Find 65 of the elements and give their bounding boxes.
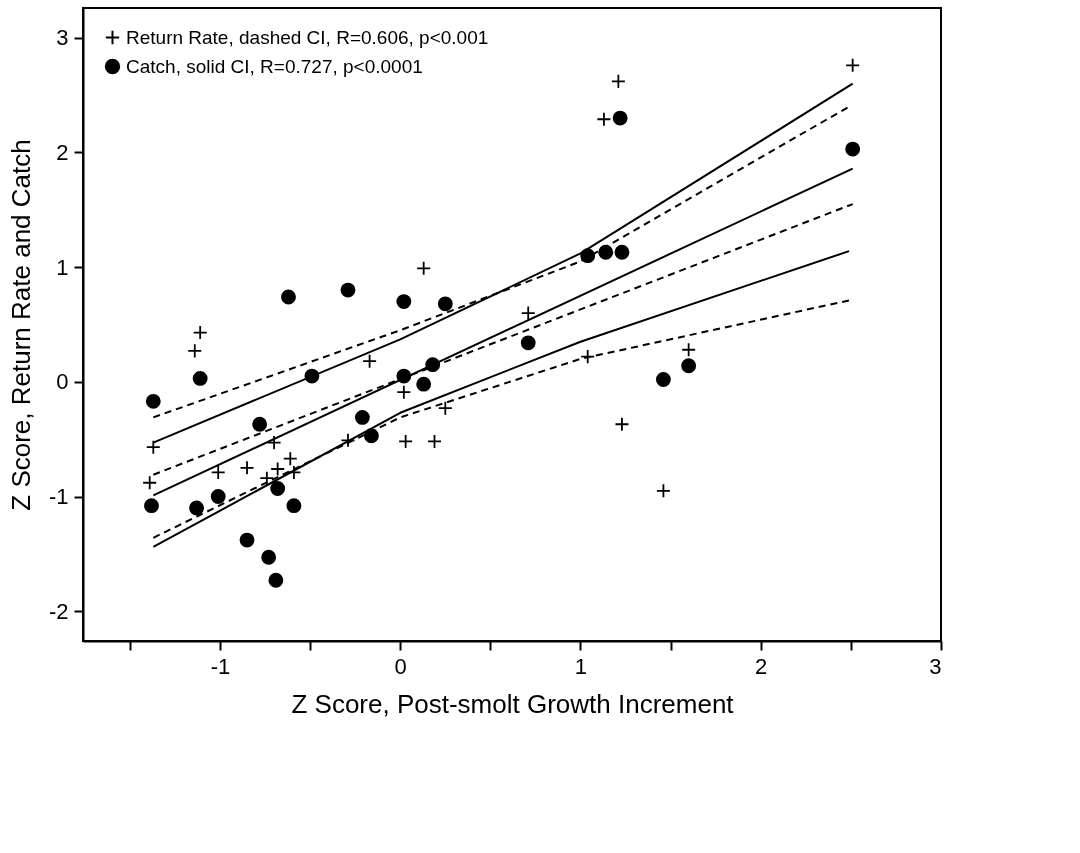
line-series — [152, 250, 851, 548]
point — [596, 111, 612, 127]
point — [612, 110, 628, 126]
y-axis-title: Z Score, Return Rate and Catch — [5, 139, 36, 511]
point — [396, 294, 412, 309]
point — [845, 141, 861, 157]
point — [437, 296, 453, 312]
point — [259, 470, 275, 486]
point — [655, 372, 671, 387]
point — [340, 282, 356, 298]
point — [598, 244, 614, 260]
point — [614, 416, 630, 432]
x-tick-label: 3 — [929, 653, 942, 679]
point — [427, 434, 442, 449]
point — [192, 325, 208, 340]
point — [270, 481, 286, 496]
point — [270, 461, 286, 477]
point — [520, 305, 536, 321]
point — [145, 393, 161, 409]
point — [189, 500, 204, 516]
point — [681, 342, 697, 358]
point — [286, 498, 302, 514]
point — [437, 400, 453, 416]
point — [845, 57, 861, 73]
point — [362, 353, 378, 369]
point — [340, 432, 356, 448]
point — [210, 465, 226, 480]
y-tick-label: 0 — [56, 369, 69, 395]
y-tick-label: 3 — [56, 25, 69, 51]
point — [520, 335, 536, 351]
point — [681, 358, 697, 374]
x-tick-label: 2 — [755, 653, 768, 679]
point — [192, 370, 208, 386]
point — [261, 549, 277, 565]
y-tick-label: -1 — [48, 484, 69, 510]
point — [252, 416, 268, 432]
x-tick-label: 0 — [394, 653, 407, 679]
x-tick-label: 1 — [574, 653, 588, 679]
point — [655, 483, 671, 499]
point — [416, 376, 432, 392]
point — [282, 451, 298, 467]
point — [580, 349, 596, 365]
point — [187, 343, 203, 359]
point — [610, 73, 626, 89]
point — [145, 439, 161, 455]
point — [354, 409, 370, 425]
legend-label: Catch, solid CI, R=0.727, p<0.0001 — [126, 55, 423, 77]
y-tick-label: 2 — [56, 139, 69, 165]
point — [281, 289, 296, 305]
point — [142, 475, 158, 491]
point — [210, 489, 226, 504]
point — [614, 244, 630, 260]
y-tick-label: -2 — [48, 598, 69, 624]
point — [266, 435, 282, 451]
x-axis-title: Z Score, Post-smolt Growth Increment — [291, 688, 735, 719]
point — [398, 434, 414, 449]
x-tick-label: -1 — [210, 653, 231, 679]
point — [416, 260, 432, 276]
legend-label: Return Rate, dashed CI, R=0.606, p<0.001 — [126, 26, 489, 48]
point — [396, 384, 412, 400]
point — [268, 572, 284, 588]
point — [144, 498, 159, 514]
point — [239, 532, 255, 548]
point — [239, 460, 255, 476]
y-tick-label: 1 — [56, 254, 69, 280]
